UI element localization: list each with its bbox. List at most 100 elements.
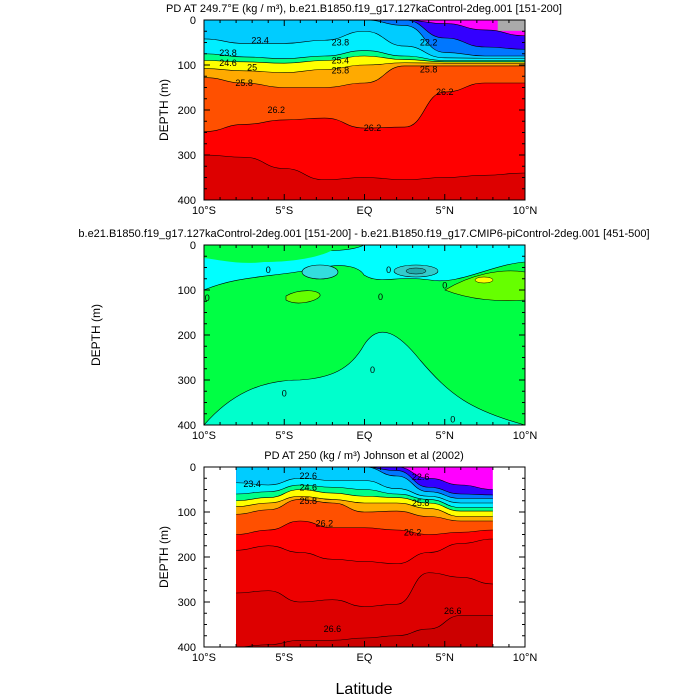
contour-line-26.2 bbox=[204, 82, 525, 132]
x-axis-label: Latitude bbox=[336, 681, 393, 698]
x-tick-label: 10°N bbox=[513, 205, 538, 217]
y-tick-label: 400 bbox=[178, 420, 196, 432]
contour-line-22.2 bbox=[204, 20, 525, 50]
panel-top: 23.423.824.6 2525.823.825.425.826.226.226… bbox=[157, 3, 562, 217]
contour-label: 26.6 bbox=[444, 606, 462, 616]
contour-line-24.6 bbox=[204, 55, 525, 64]
y-tick-label: 300 bbox=[178, 597, 196, 609]
y-tick-label: 0 bbox=[190, 462, 196, 474]
x-tick-label: EQ bbox=[357, 652, 373, 664]
y-tick-label: 200 bbox=[178, 105, 196, 117]
contour-line-26.6 bbox=[236, 538, 493, 565]
y-tick-label: 100 bbox=[178, 285, 196, 297]
y-axis-label: DEPTH (m) bbox=[89, 304, 103, 366]
contour-label: 26.6 bbox=[324, 624, 342, 634]
contour-line-25.4 bbox=[236, 495, 493, 517]
contour-label: 0 bbox=[442, 281, 447, 291]
x-tick-label: 5°S bbox=[275, 430, 293, 442]
positive-anomaly bbox=[285, 290, 321, 304]
y-tick-label: 0 bbox=[190, 15, 196, 27]
contour-line-24.6 bbox=[236, 489, 493, 512]
panel-title: PD AT 249.7°E (kg / m³), b.e21.B1850.f19… bbox=[166, 3, 562, 15]
contour-label: 0 bbox=[266, 265, 271, 275]
contour-label: 26.2 bbox=[404, 527, 422, 537]
contour-label: 0 bbox=[386, 265, 391, 275]
y-tick-label: 300 bbox=[178, 150, 196, 162]
missing-data bbox=[497, 20, 525, 31]
contour-line-21.4 bbox=[236, 467, 493, 490]
x-tick-label: 5°N bbox=[436, 205, 455, 217]
x-tick-label: 10°S bbox=[192, 652, 216, 664]
contour-line-25.8 bbox=[204, 65, 525, 88]
contour-label: 0 bbox=[205, 293, 210, 303]
panel-bottom: 23.422.624.625.826.222.625.826.226.626.6… bbox=[157, 450, 537, 664]
contour-label: 25.8 bbox=[412, 498, 430, 508]
contour-line-23.4 bbox=[204, 30, 525, 59]
contour-band-27.4 bbox=[236, 615, 493, 647]
contour-label: 23.4 bbox=[243, 479, 261, 489]
contour-line-25.4 bbox=[204, 62, 525, 73]
x-tick-label: EQ bbox=[357, 205, 373, 217]
contour-line-21.4 bbox=[204, 20, 525, 37]
y-tick-label: 400 bbox=[178, 195, 196, 207]
contour-label: 0 bbox=[370, 365, 375, 375]
contour-label: 26.2 bbox=[267, 105, 285, 115]
panel-title: b.e21.B1850.f19_g17.127kaControl-2deg.00… bbox=[78, 228, 649, 240]
y-tick-label: 0 bbox=[190, 240, 196, 252]
negative-region-deep bbox=[204, 331, 525, 425]
contour-label: 22.2 bbox=[420, 38, 438, 48]
contour-label: 25.8 bbox=[300, 496, 318, 506]
y-tick-label: 100 bbox=[178, 507, 196, 519]
contour-label: 23.4 bbox=[251, 35, 269, 45]
contour-label: 25.8 bbox=[332, 65, 350, 75]
contour-label: 24.6 bbox=[219, 58, 237, 68]
contour-band-27 bbox=[236, 572, 493, 647]
contour-line-23.4 bbox=[236, 477, 493, 504]
contour-label: 24.6 bbox=[300, 482, 318, 492]
contour-label: 26.2 bbox=[364, 123, 382, 133]
contour-label: 25 bbox=[247, 62, 257, 72]
contour-line-23.8 bbox=[204, 50, 525, 61]
contour-label: 0 bbox=[450, 415, 455, 425]
contour-line-22.6 bbox=[236, 467, 493, 499]
x-tick-label: 5°N bbox=[436, 652, 455, 664]
strong-negative-region bbox=[301, 264, 339, 280]
panel-middle: 0 0 0 0 0 0 0 0 10°S 5°S EQ 5°N 10°N 0 100 200 300 400 b.e… bbox=[78, 228, 649, 442]
x-tick-label: 10°N bbox=[513, 430, 538, 442]
contour-label: 0 bbox=[378, 292, 383, 302]
x-tick-label: 5°S bbox=[275, 652, 293, 664]
contour-label: 23.8 bbox=[219, 48, 237, 58]
contour-line-27 bbox=[236, 572, 493, 607]
x-tick-label: 10°N bbox=[513, 652, 538, 664]
contour-line-23.8 bbox=[236, 484, 493, 508]
strong-negative-core bbox=[405, 267, 427, 275]
panel-title: PD AT 250 (kg / m³) Johnson et al (2002) bbox=[264, 450, 464, 462]
contour-line-27.4 bbox=[236, 615, 493, 647]
y-tick-label: 100 bbox=[178, 60, 196, 72]
contour-label: 25.4 bbox=[332, 56, 350, 66]
contour-label: 26.2 bbox=[316, 518, 334, 528]
contour-label: 22.6 bbox=[300, 471, 318, 481]
contour-line-22.2 bbox=[236, 467, 493, 496]
x-tick-label: 10°S bbox=[192, 205, 216, 217]
contour-label: 22.6 bbox=[412, 472, 430, 482]
contour-label: 23.8 bbox=[332, 38, 350, 48]
contour-label: 25.8 bbox=[420, 65, 438, 75]
y-axis-label: DEPTH (m) bbox=[157, 526, 171, 588]
y-axis-label: DEPTH (m) bbox=[157, 79, 171, 141]
x-tick-label: EQ bbox=[357, 430, 373, 442]
y-tick-label: 400 bbox=[178, 642, 196, 654]
x-tick-label: 5°S bbox=[275, 205, 293, 217]
y-tick-label: 200 bbox=[178, 552, 196, 564]
contour-label: 26.2 bbox=[436, 87, 454, 97]
contour-line-25.8 bbox=[236, 499, 493, 522]
positive-anomaly bbox=[444, 270, 525, 301]
y-tick-label: 300 bbox=[178, 375, 196, 387]
negative-region-left-strip bbox=[204, 245, 340, 263]
contour-label: 25.8 bbox=[235, 78, 253, 88]
y-tick-label: 200 bbox=[178, 330, 196, 342]
x-tick-label: 10°S bbox=[192, 430, 216, 442]
x-tick-label: 5°N bbox=[436, 430, 455, 442]
contour-line-26.2 bbox=[236, 520, 493, 535]
